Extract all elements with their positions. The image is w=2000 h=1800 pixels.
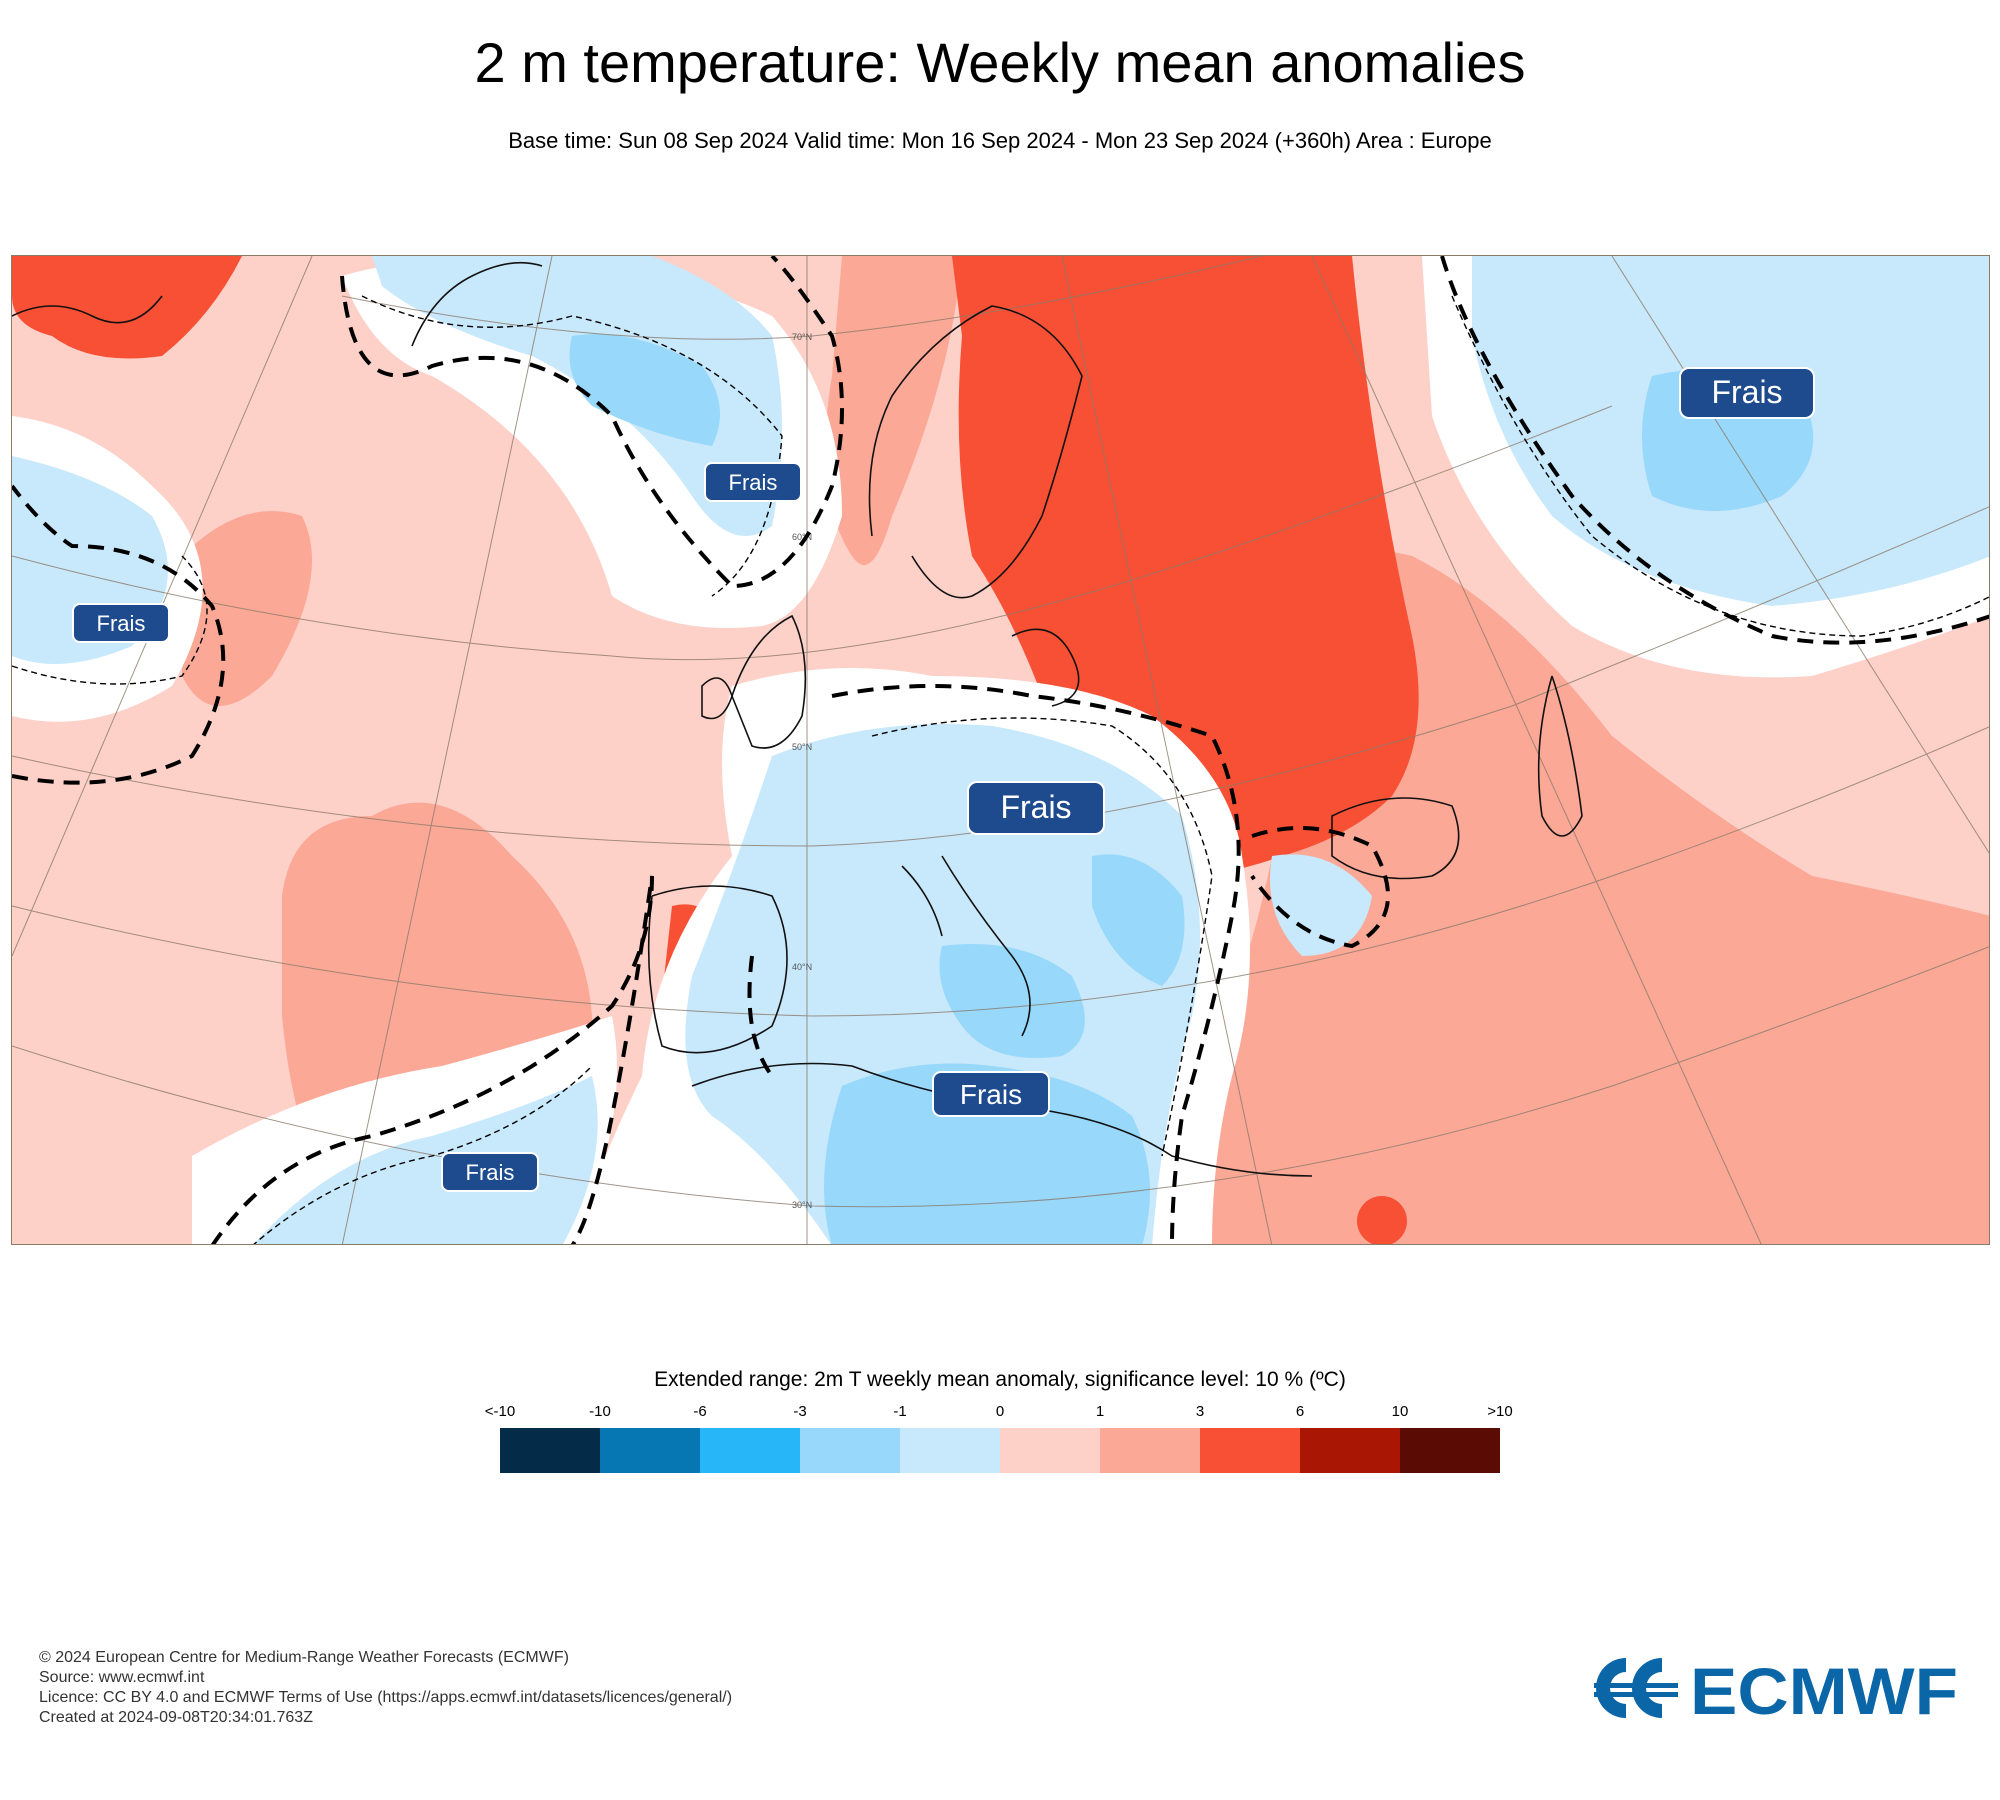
contour-central-europe bbox=[831, 684, 1241, 1244]
contour-north-africa bbox=[747, 955, 774, 1078]
latitude-line-40 bbox=[12, 726, 1989, 1017]
coast-italy bbox=[901, 855, 1031, 1037]
legend-tick: 1 bbox=[1095, 1403, 1105, 1420]
legend-tick: 6 bbox=[1295, 1403, 1305, 1420]
coast-iberia bbox=[647, 885, 788, 1054]
contour-west-atlantic bbox=[12, 484, 226, 785]
legend-colorbar bbox=[500, 1428, 1500, 1473]
lat-label-60: 60°N bbox=[792, 532, 812, 542]
legend-tick: -3 bbox=[793, 1403, 807, 1420]
meridian-20e bbox=[1311, 256, 1762, 1244]
frais-label-mediterranean: Frais bbox=[932, 1071, 1050, 1117]
footer-created: Created at 2024-09-08T20:34:01.763Z bbox=[39, 1709, 313, 1726]
lat-label-70: 70°N bbox=[792, 332, 812, 342]
legend-tick: 3 bbox=[1195, 1403, 1205, 1420]
legend-swatch bbox=[1100, 1428, 1200, 1473]
contour-turkey bbox=[1250, 826, 1390, 949]
contour-central-asia bbox=[1440, 256, 1989, 645]
frais-label-central-europe: Frais bbox=[967, 781, 1105, 835]
legend-swatch bbox=[900, 1428, 1000, 1473]
contour-iberia-atlantic bbox=[210, 875, 654, 1244]
map-canvas: 70°N 60°N 50°N 40°N 30°N bbox=[12, 256, 1989, 1244]
graticule bbox=[12, 256, 1989, 1244]
frais-label-canaries: Frais bbox=[441, 1152, 539, 1192]
legend-tick: -10 bbox=[589, 1403, 611, 1420]
ecmwf-logo: ECMWF bbox=[1594, 1654, 1958, 1725]
svg-text:Frais: Frais bbox=[1000, 789, 1071, 825]
hot-spot-africa bbox=[1357, 1196, 1407, 1244]
legend-swatch bbox=[800, 1428, 900, 1473]
latitude-line-70 bbox=[341, 256, 1263, 340]
frais-label-north-sea: Frais bbox=[704, 462, 802, 502]
hot-area-greenland bbox=[12, 256, 242, 359]
coast-black-sea bbox=[1331, 797, 1460, 880]
legend-title: Extended range: 2m T weekly mean anomaly… bbox=[654, 1368, 1346, 1391]
legend-tick: 10 bbox=[1391, 1403, 1409, 1420]
latitude-line-60 bbox=[12, 405, 1613, 661]
cold-area-balkans bbox=[1092, 854, 1185, 986]
warm-area-greenland-sea bbox=[182, 511, 312, 706]
chart-subtitle: Base time: Sun 08 Sep 2024 Valid time: M… bbox=[508, 128, 1492, 153]
legend-tick: -6 bbox=[693, 1403, 707, 1420]
legend-swatch bbox=[1200, 1428, 1300, 1473]
svg-text:Frais: Frais bbox=[97, 611, 146, 636]
cold-area-italy bbox=[939, 944, 1085, 1058]
coast-baltic bbox=[1011, 628, 1080, 707]
svg-text:Frais: Frais bbox=[960, 1079, 1022, 1110]
svg-text:Frais: Frais bbox=[1711, 374, 1782, 410]
legend-tick: 0 bbox=[995, 1403, 1005, 1420]
ecmwf-logo-text: ECMWF bbox=[1690, 1654, 1958, 1725]
warm-area-north-africa bbox=[1239, 1060, 1712, 1244]
latitude-line-30 bbox=[12, 946, 1989, 1208]
footer-source: Source: www.ecmwf.int bbox=[39, 1669, 205, 1686]
cold-area-mediterranean bbox=[824, 1063, 1150, 1244]
coast-uk bbox=[731, 614, 807, 749]
legend-swatch bbox=[500, 1428, 600, 1473]
legend-swatch bbox=[600, 1428, 700, 1473]
coast-caspian bbox=[1537, 675, 1583, 837]
lat-label-50: 50°N bbox=[792, 742, 812, 752]
warm-area-scandinavia bbox=[825, 256, 962, 565]
legend-tick: -1 bbox=[893, 1403, 907, 1420]
cold-area-north-sea bbox=[569, 334, 720, 446]
legend-swatch bbox=[700, 1428, 800, 1473]
lat-label-40: 40°N bbox=[792, 962, 812, 972]
ecmwf-logo-mark bbox=[1594, 1658, 1678, 1718]
cool-area-north-sea bbox=[372, 256, 782, 536]
svg-text:Frais: Frais bbox=[729, 470, 778, 495]
coast-ireland bbox=[701, 677, 733, 720]
legend-swatch bbox=[1400, 1428, 1500, 1473]
significance-contours bbox=[12, 256, 1989, 1244]
legend-swatch bbox=[1300, 1428, 1400, 1473]
frais-label-central-asia: Frais bbox=[1679, 367, 1815, 419]
legend-swatch bbox=[1000, 1428, 1100, 1473]
footer-licence: Licence: CC BY 4.0 and ECMWF Terms of Us… bbox=[39, 1689, 733, 1706]
coast-greenland bbox=[12, 261, 543, 347]
footer: © 2024 European Centre for Medium-Range … bbox=[39, 1648, 732, 1728]
cool-area-turkey bbox=[1270, 854, 1372, 956]
meridian-10w bbox=[341, 256, 553, 1244]
legend-tick: <-10 bbox=[484, 1403, 516, 1420]
chart-title: 2 m temperature: Weekly mean anomalies bbox=[474, 31, 1526, 94]
cool-area-atlantic-africa bbox=[253, 1076, 598, 1244]
coast-scandinavia bbox=[868, 305, 1083, 599]
frais-label-west-atlantic: Frais bbox=[72, 603, 170, 643]
svg-text:Frais: Frais bbox=[466, 1160, 515, 1185]
legend-tick: >10 bbox=[1487, 1403, 1513, 1420]
thin-contours bbox=[12, 295, 1989, 1244]
anomaly-map: 70°N 60°N 50°N 40°N 30°N bbox=[11, 255, 1990, 1245]
contour-north-sea bbox=[340, 256, 844, 589]
frais-labels: Frais Frais Frais Frais Frais Frais bbox=[72, 367, 1815, 1192]
lat-label-30: 30°N bbox=[792, 1200, 812, 1210]
meridian-10e bbox=[1061, 256, 1273, 1244]
meridian-30e bbox=[1611, 256, 1989, 854]
footer-copyright: © 2024 European Centre for Medium-Range … bbox=[39, 1649, 569, 1666]
